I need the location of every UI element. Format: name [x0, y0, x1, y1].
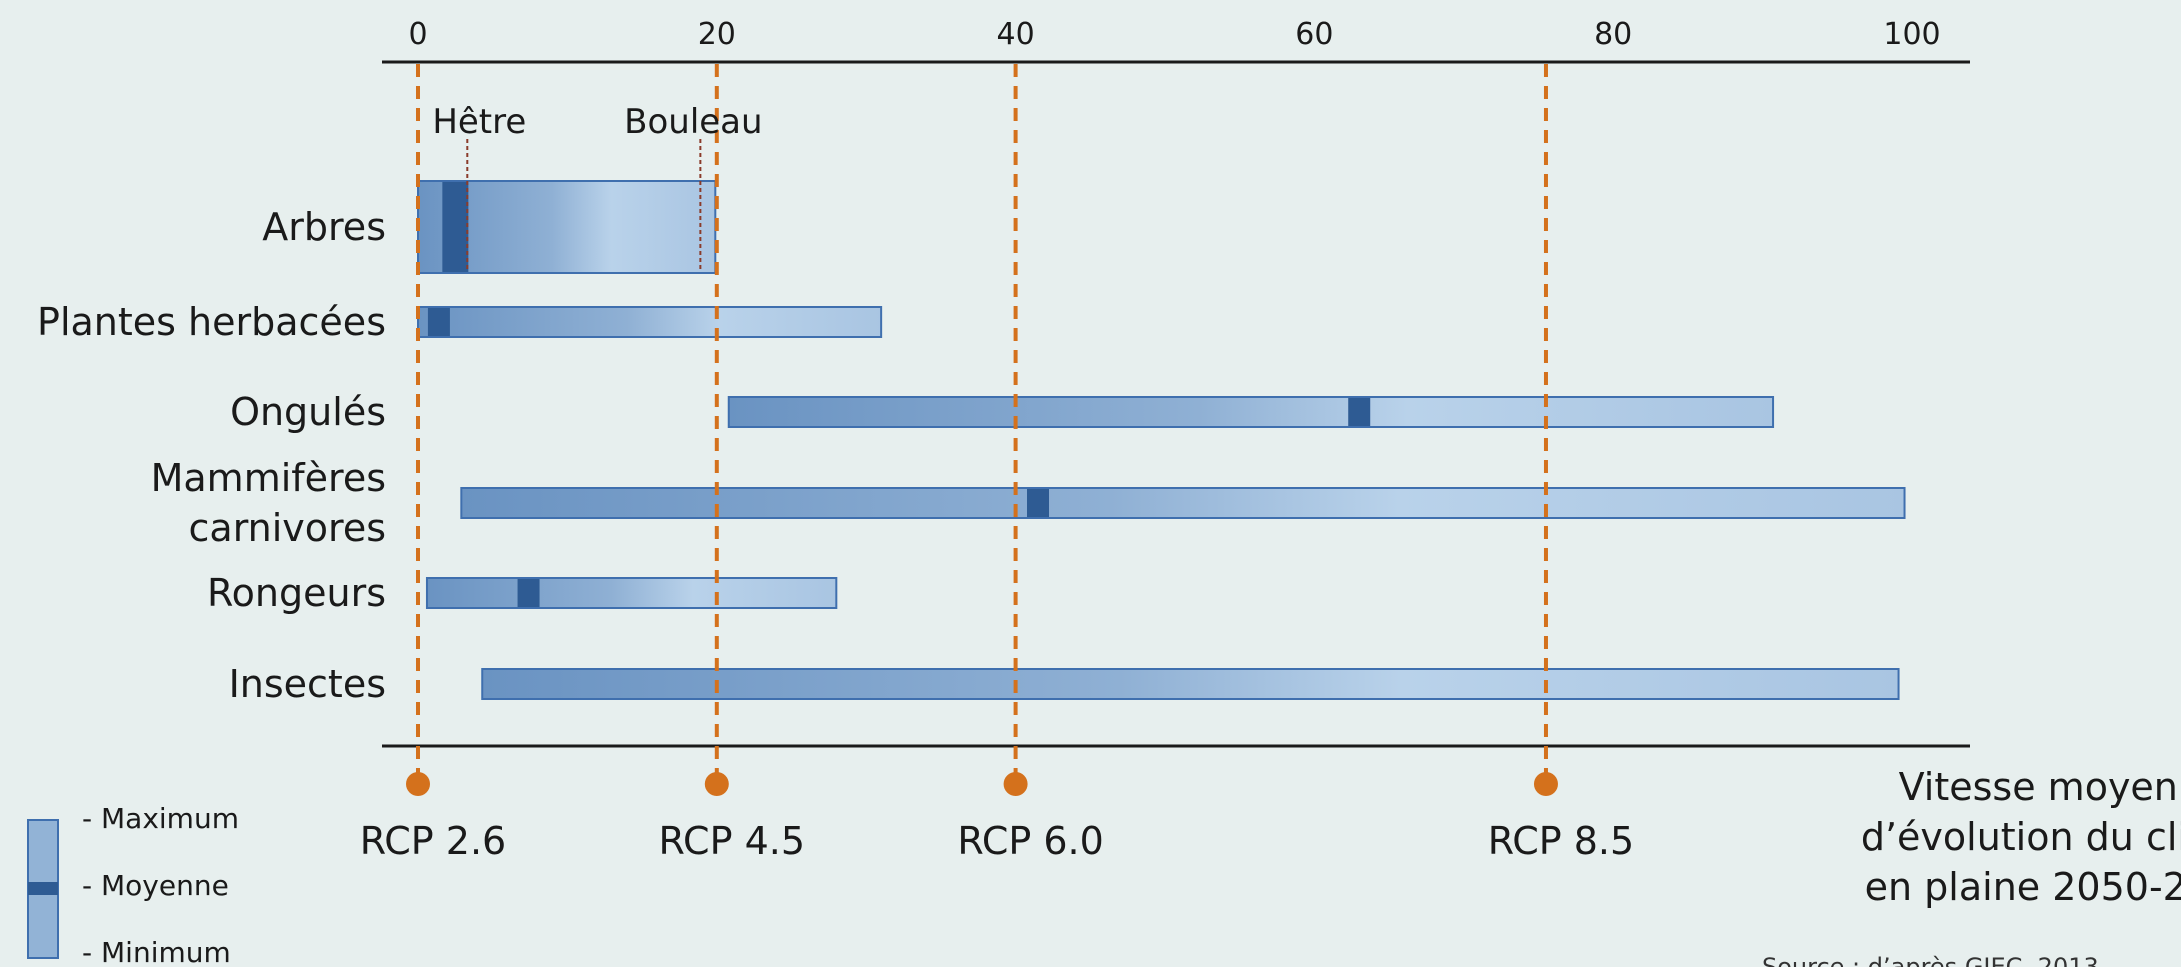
annotations: Hêtre Bouleau — [432, 102, 763, 272]
legend-item-2: - Minimum — [82, 936, 231, 967]
category-label-3-1: carnivores — [189, 506, 386, 550]
rcp-marker-3 — [1533, 772, 1558, 796]
annotation-label-1: Bouleau — [624, 102, 762, 142]
x-tick-label-20: 20 — [698, 17, 736, 52]
mean-mark-1 — [427, 308, 450, 336]
axes: 0 20 40 60 80 100 — [382, 17, 1970, 748]
mean-mark-3 — [1027, 489, 1050, 517]
x-axis-caption-line-0: Vitesse moyenne — [1899, 765, 2181, 809]
x-axis-caption-line-1: d’évolution du climat — [1861, 815, 2181, 859]
category-label-3-0: Mammifères — [151, 456, 386, 500]
x-axis-caption: Vitesse moyenne d’évolution du climat en p… — [1861, 765, 2181, 909]
rcp-marker-1 — [704, 772, 729, 796]
source-note: Source : d’après GIEC, 2013 — [1762, 953, 2099, 967]
annotation-label-0: Hêtre — [432, 102, 526, 142]
mean-mark-0 — [442, 182, 469, 272]
range-bar-2 — [727, 396, 1775, 428]
rcp-label-2: RCP 6.0 — [957, 819, 1103, 863]
range-bars — [417, 180, 1906, 700]
range-bar-3 — [460, 487, 1906, 519]
reference-lines: RCP 2.6 RCP 4.5 RCP 6.0 RCP 8.5 — [360, 64, 1634, 863]
rcp-marker-2 — [1003, 772, 1028, 796]
legend: - Maximum - Moyenne - Minimum — [27, 802, 239, 967]
category-label-5: Insectes — [229, 662, 386, 706]
rcp-label-3: RCP 8.5 — [1488, 819, 1634, 863]
x-axis-caption-line-2: en plaine 2050-2090 — [1865, 865, 2181, 909]
range-bar-5 — [481, 668, 1900, 700]
mean-mark-4 — [517, 579, 540, 607]
x-tick-label-100: 100 — [1883, 17, 1940, 52]
legend-item-0: - Maximum — [82, 802, 239, 835]
rcp-label-0: RCP 2.6 — [360, 819, 506, 863]
x-tick-label-80: 80 — [1594, 17, 1632, 52]
range-bar-4 — [425, 577, 838, 609]
legend-mean-mark — [28, 882, 58, 895]
mean-mark-2 — [1348, 398, 1371, 426]
category-label-1: Plantes herbacées — [37, 300, 386, 344]
x-tick-label-0: 0 — [408, 17, 427, 52]
range-bar-1 — [417, 306, 883, 338]
x-tick-label-40: 40 — [997, 17, 1035, 52]
category-label-4: Rongeurs — [207, 571, 386, 615]
legend-item-1: - Moyenne — [82, 869, 229, 902]
rcp-marker-0 — [406, 772, 430, 796]
x-tick-label-60: 60 — [1295, 17, 1333, 52]
category-label-2: Ongulés — [230, 390, 386, 434]
category-labels: Arbres Plantes herbacées Ongulés Mammifères… — [37, 205, 386, 706]
category-label-0: Arbres — [262, 205, 386, 249]
rcp-label-1: RCP 4.5 — [659, 819, 805, 863]
